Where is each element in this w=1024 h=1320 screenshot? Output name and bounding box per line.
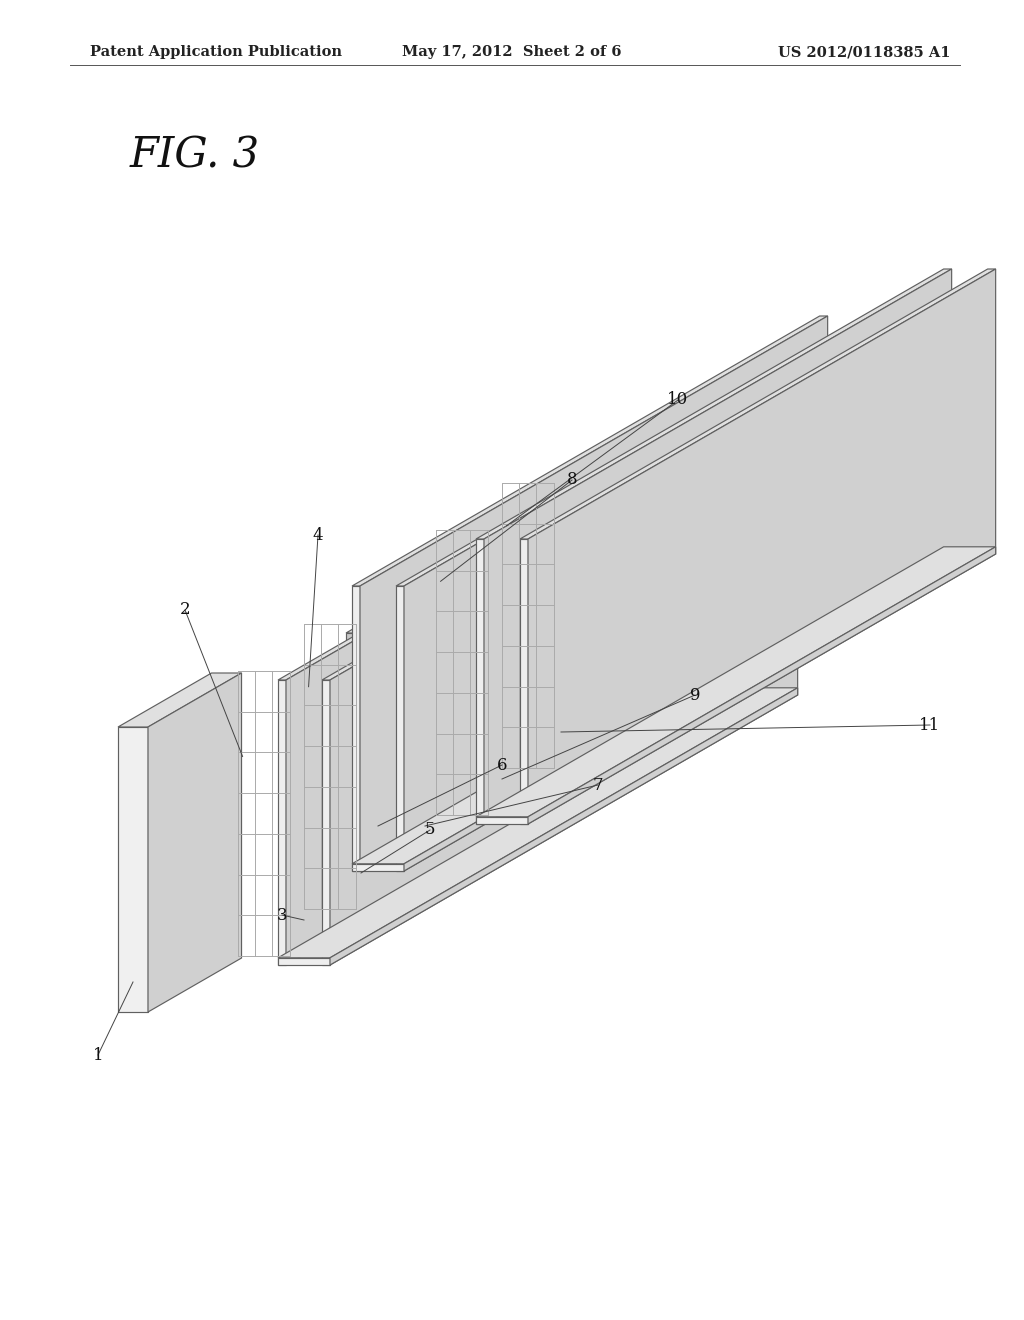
Polygon shape bbox=[322, 411, 798, 680]
Polygon shape bbox=[330, 411, 798, 965]
Polygon shape bbox=[476, 539, 484, 824]
Polygon shape bbox=[278, 958, 330, 965]
Polygon shape bbox=[440, 532, 534, 871]
Polygon shape bbox=[352, 594, 871, 863]
Polygon shape bbox=[404, 315, 871, 871]
Text: 4: 4 bbox=[312, 527, 324, 544]
Polygon shape bbox=[330, 688, 798, 965]
Text: 6: 6 bbox=[497, 756, 507, 774]
Text: May 17, 2012  Sheet 2 of 6: May 17, 2012 Sheet 2 of 6 bbox=[402, 45, 622, 59]
Polygon shape bbox=[322, 680, 330, 965]
Polygon shape bbox=[352, 863, 404, 871]
Text: 3: 3 bbox=[276, 907, 288, 924]
Polygon shape bbox=[410, 532, 534, 586]
Polygon shape bbox=[546, 438, 670, 492]
Text: 2: 2 bbox=[179, 602, 190, 619]
Polygon shape bbox=[352, 586, 360, 871]
Polygon shape bbox=[575, 438, 670, 777]
Polygon shape bbox=[484, 269, 951, 824]
Polygon shape bbox=[520, 539, 528, 824]
Polygon shape bbox=[346, 579, 470, 634]
Polygon shape bbox=[376, 579, 470, 917]
Polygon shape bbox=[118, 673, 242, 727]
Polygon shape bbox=[476, 546, 995, 817]
Polygon shape bbox=[278, 680, 286, 965]
Polygon shape bbox=[404, 594, 871, 871]
Polygon shape bbox=[278, 411, 754, 680]
Text: 10: 10 bbox=[668, 392, 688, 408]
Text: 1: 1 bbox=[93, 1047, 103, 1064]
Polygon shape bbox=[528, 269, 995, 824]
Text: 7: 7 bbox=[593, 776, 603, 793]
Polygon shape bbox=[286, 411, 754, 965]
Polygon shape bbox=[396, 586, 404, 871]
Polygon shape bbox=[346, 634, 376, 917]
Polygon shape bbox=[476, 269, 951, 539]
Text: 11: 11 bbox=[920, 717, 941, 734]
Polygon shape bbox=[360, 315, 827, 871]
Polygon shape bbox=[410, 586, 440, 871]
Polygon shape bbox=[546, 492, 575, 777]
Text: US 2012/0118385 A1: US 2012/0118385 A1 bbox=[777, 45, 950, 59]
Polygon shape bbox=[148, 673, 242, 1012]
Polygon shape bbox=[278, 688, 798, 958]
Polygon shape bbox=[396, 315, 871, 586]
Polygon shape bbox=[520, 269, 995, 539]
Text: Patent Application Publication: Patent Application Publication bbox=[90, 45, 342, 59]
Text: FIG. 3: FIG. 3 bbox=[130, 135, 260, 177]
Text: 9: 9 bbox=[690, 686, 700, 704]
Text: 5: 5 bbox=[425, 821, 435, 838]
Text: 8: 8 bbox=[566, 471, 578, 488]
Polygon shape bbox=[118, 727, 148, 1012]
Polygon shape bbox=[528, 546, 995, 824]
Polygon shape bbox=[352, 315, 827, 586]
Polygon shape bbox=[476, 817, 528, 824]
